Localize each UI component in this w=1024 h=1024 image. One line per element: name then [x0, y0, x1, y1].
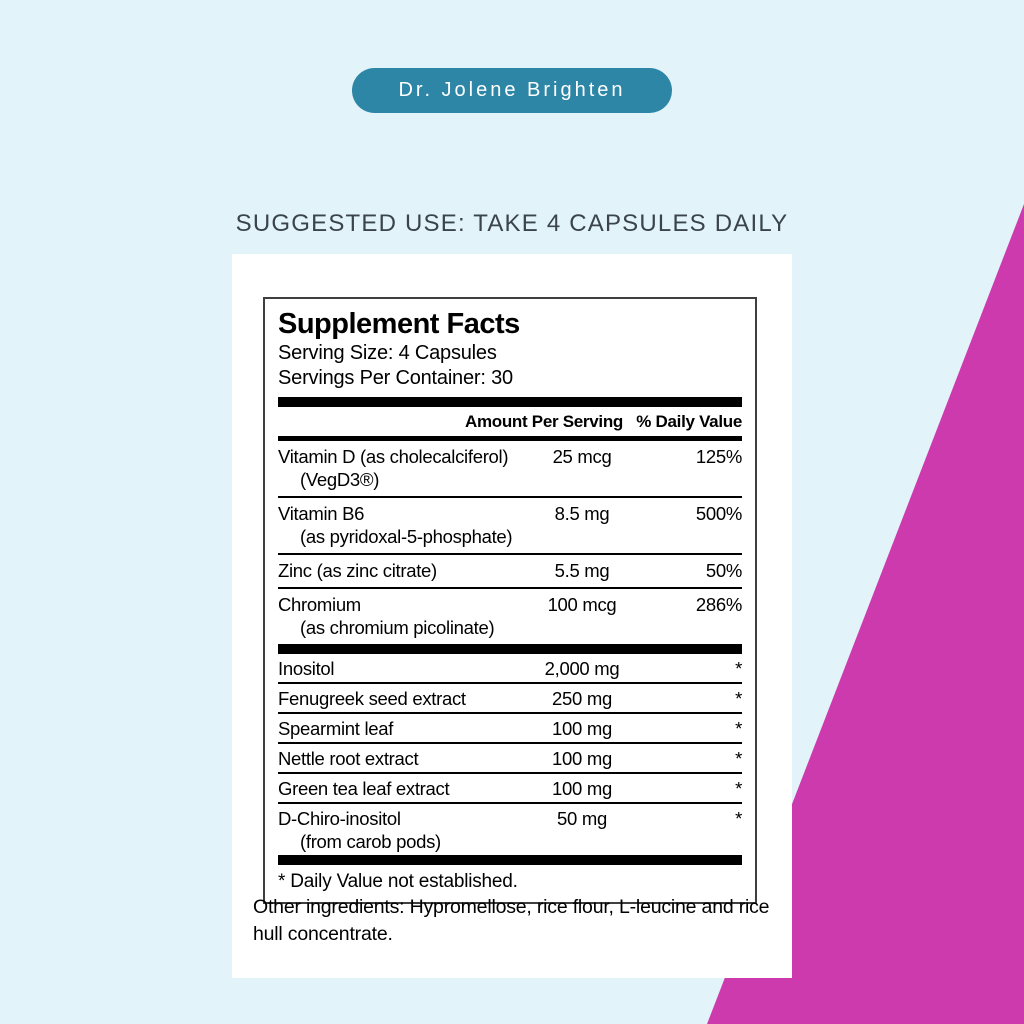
amount-value: 50 mg	[557, 808, 607, 829]
suggested-use-heading: SUGGESTED USE: TAKE 4 CAPSULES DAILY	[235, 210, 789, 237]
supplement-row: Chromium (as chromium picolinate) 100 mc…	[278, 589, 742, 644]
thick-divider	[278, 855, 742, 865]
botanicals-section: Inositol 2,000 mg * Fenugreek seed extra…	[278, 654, 742, 855]
daily-value: *	[735, 688, 742, 709]
daily-value: 50%	[705, 560, 742, 581]
column-headers: Amount Per Serving % Daily Value	[278, 407, 742, 436]
brand-badge: Dr. Jolene Brighten	[352, 68, 672, 113]
amount-value: 100 mcg	[547, 594, 617, 615]
vitamins-section: Vitamin D (as cholecalciferol) (VegD3®) …	[278, 441, 742, 644]
supplement-row: Vitamin D (as cholecalciferol) (VegD3®) …	[278, 441, 742, 498]
amount-value: 100 mg	[552, 748, 612, 769]
daily-value: *	[735, 808, 742, 829]
ingredient-name: Fenugreek seed extract	[278, 688, 466, 709]
ingredient-subname: (as pyridoxal-5-phosphate)	[300, 526, 513, 547]
amount-value: 100 mg	[552, 718, 612, 739]
amount-value: 8.5 mg	[554, 503, 610, 524]
other-ingredients: Other ingredients: Hypromellose, rice fl…	[253, 896, 770, 945]
daily-value-footnote: * Daily Value not established.	[278, 871, 518, 892]
ingredient-name: Vitamin B6 (as pyridoxal-5-phosphate)	[278, 502, 517, 548]
ingredient-name: Zinc (as zinc citrate)	[278, 560, 437, 581]
daily-value: 286%	[695, 594, 742, 615]
ingredient-name: Spearmint leaf	[278, 718, 394, 739]
supplement-row: Zinc (as zinc citrate) 5.5 mg 50%	[278, 555, 742, 589]
amount-value: 25 mcg	[552, 446, 612, 467]
header-divider	[278, 436, 742, 441]
amount-value: 100 mg	[552, 778, 612, 799]
ingredient-subname: (as chromium picolinate)	[300, 617, 495, 638]
thick-divider	[278, 397, 742, 407]
supplement-row: Fenugreek seed extract 250 mg *	[278, 684, 742, 714]
supplement-row: D-Chiro-inositol (from carob pods) 50 mg…	[278, 804, 742, 855]
daily-value: *	[735, 658, 742, 679]
supplement-row: Vitamin B6 (as pyridoxal-5-phosphate) 8.…	[278, 498, 742, 555]
amount-value: 2,000 mg	[544, 658, 620, 679]
ingredient-name: Nettle root extract	[278, 748, 419, 769]
supplement-facts-title: Supplement Facts	[278, 308, 520, 340]
ingredient-name: D-Chiro-inositol (from carob pods)	[278, 807, 517, 853]
ingredient-name: Chromium (as chromium picolinate)	[278, 593, 517, 639]
daily-value: *	[735, 778, 742, 799]
daily-value: *	[735, 748, 742, 769]
daily-value-header: % Daily Value	[636, 412, 742, 431]
amount-per-serving-header: Amount Per Serving	[464, 412, 623, 431]
servings-per-container: Servings Per Container: 30	[278, 367, 513, 389]
product-card: Supplement Facts Serving Size: 4 Capsule…	[232, 254, 792, 978]
brand-badge-label: Dr. Jolene Brighten	[398, 79, 626, 101]
daily-value: 500%	[695, 503, 742, 524]
ingredient-name: Vitamin D (as cholecalciferol) (VegD3®)	[278, 445, 517, 491]
amount-value: 5.5 mg	[554, 560, 610, 581]
supplement-row: Nettle root extract 100 mg *	[278, 744, 742, 774]
ingredient-name: Green tea leaf extract	[278, 778, 450, 799]
supplement-row: Green tea leaf extract 100 mg *	[278, 774, 742, 804]
daily-value: *	[735, 718, 742, 739]
thick-divider	[278, 644, 742, 654]
ingredient-subname: (from carob pods)	[300, 831, 441, 852]
supplement-row: Spearmint leaf 100 mg *	[278, 714, 742, 744]
supplement-row: Inositol 2,000 mg *	[278, 654, 742, 684]
amount-value: 250 mg	[552, 688, 612, 709]
ingredient-name: Inositol	[278, 658, 335, 679]
serving-size: Serving Size: 4 Capsules	[278, 342, 497, 364]
supplement-facts-panel: Supplement Facts Serving Size: 4 Capsule…	[263, 297, 757, 904]
daily-value: 125%	[695, 446, 742, 467]
ingredient-subname: (VegD3®)	[300, 469, 380, 490]
